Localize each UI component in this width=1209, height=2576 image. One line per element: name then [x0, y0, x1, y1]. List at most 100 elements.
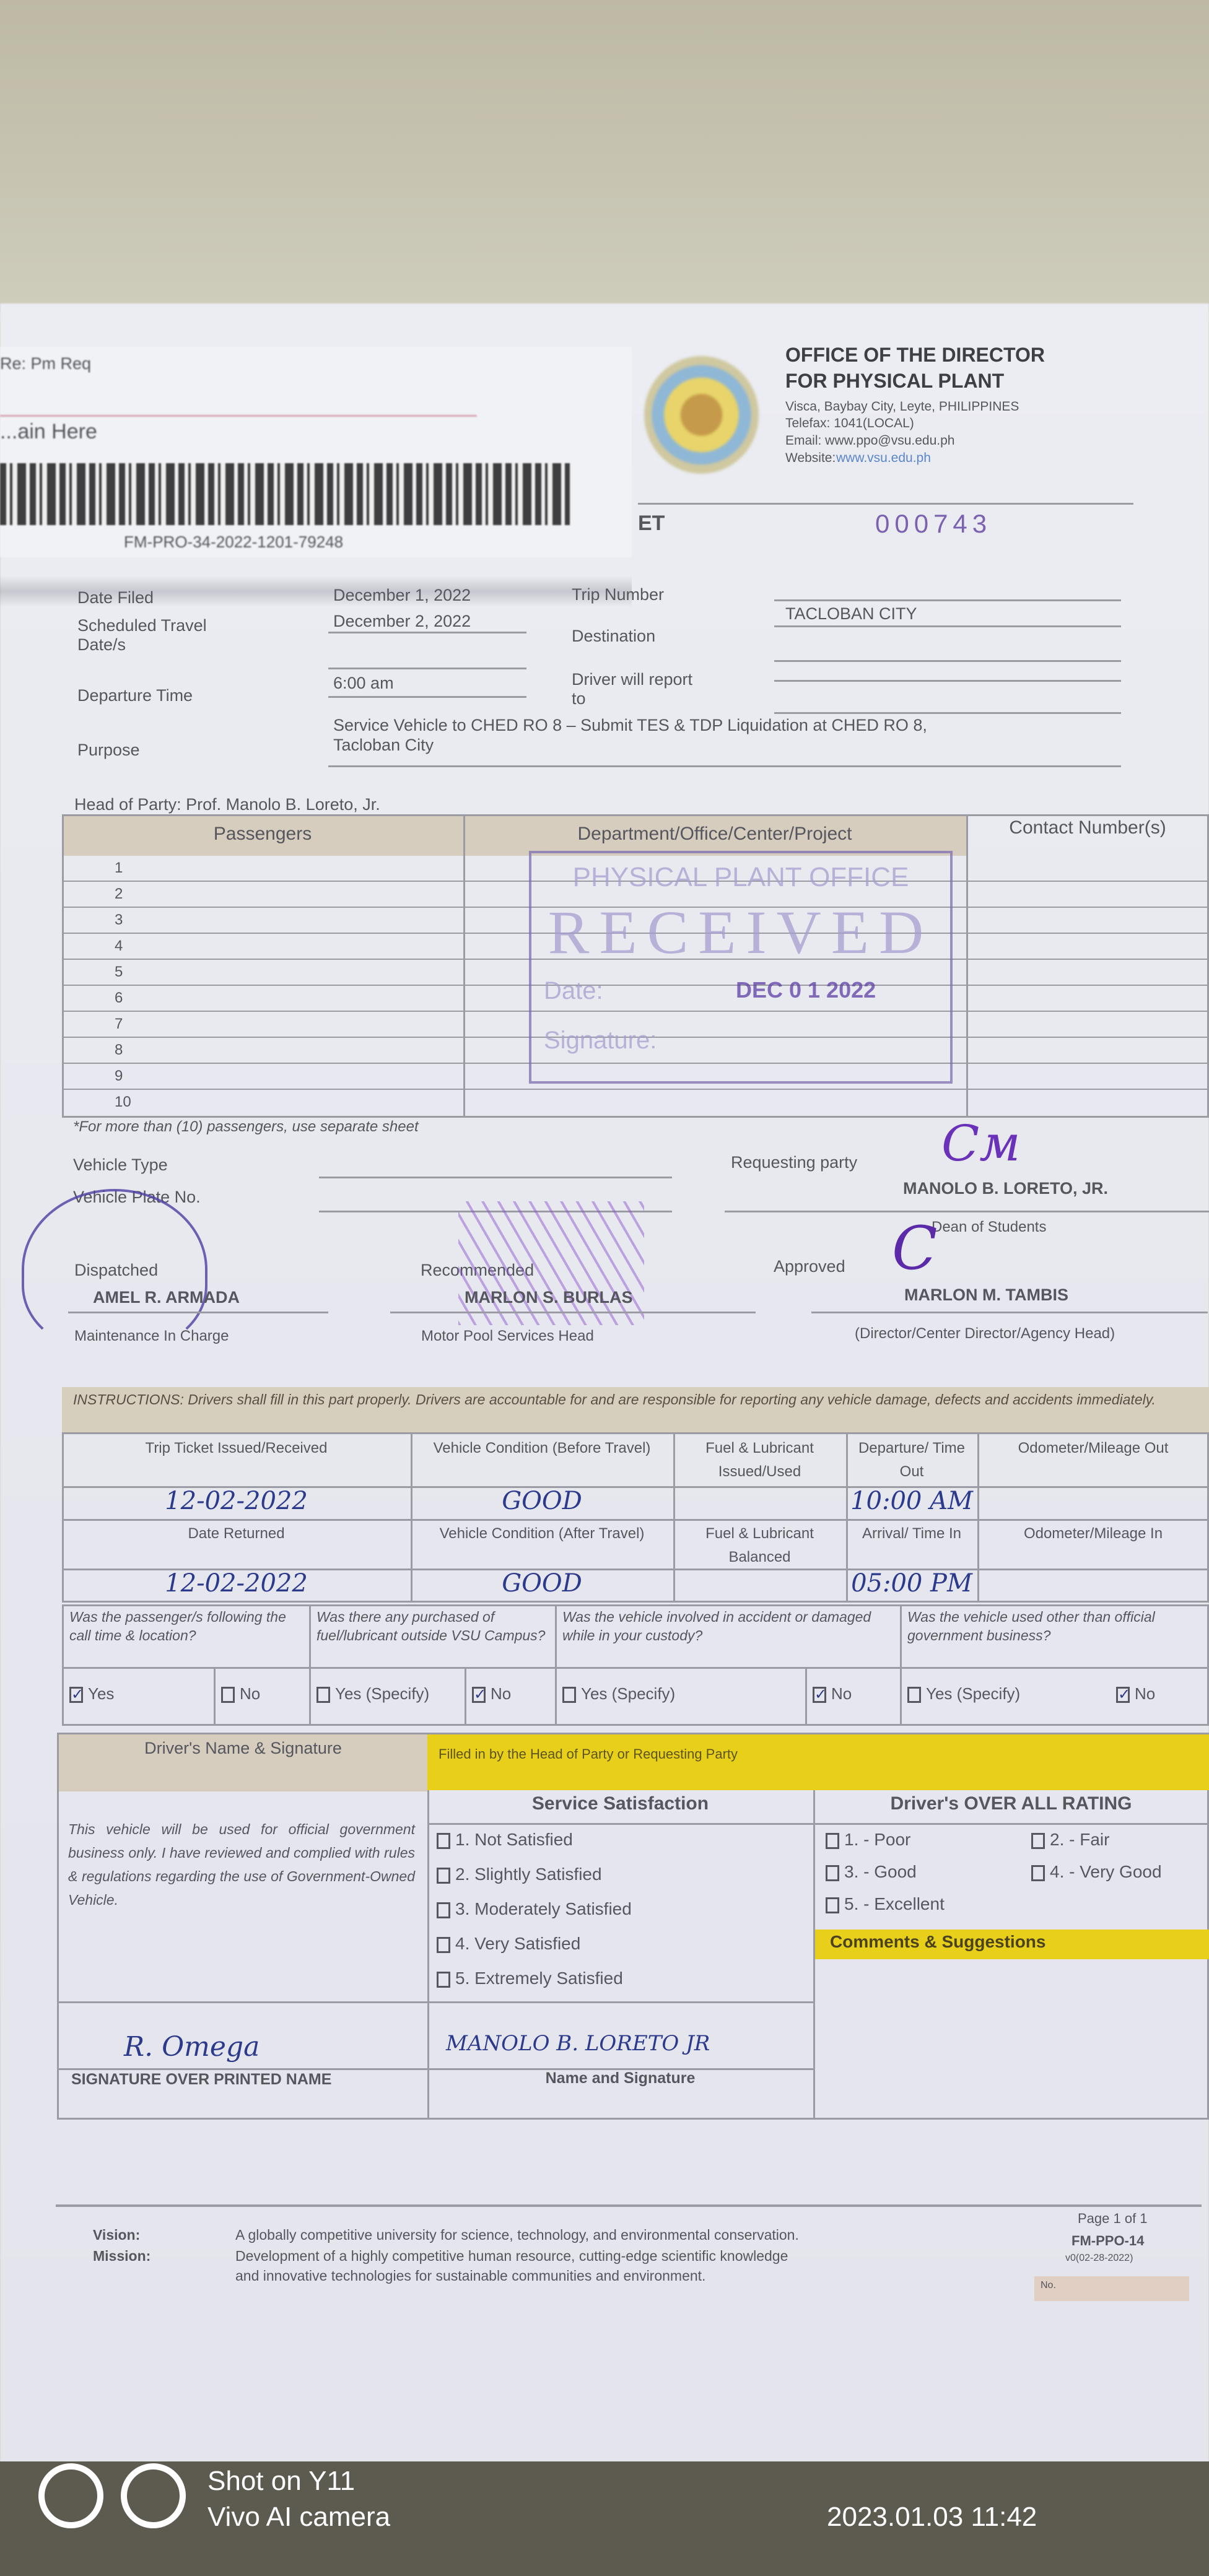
- trip-h2-cell: Odometer/Mileage In: [1023, 1525, 1163, 1542]
- option-label: 3. Moderately Satisfied: [455, 1899, 632, 1918]
- checkbox[interactable]: [826, 1832, 839, 1849]
- checkbox[interactable]: [826, 1897, 839, 1913]
- row-line: [62, 1519, 1209, 1521]
- option-label: 5. Extremely Satisfied: [455, 1969, 623, 1988]
- passenger-row-number: 9: [115, 1068, 123, 1084]
- camera-logo-icon: [38, 2463, 103, 2528]
- satisfaction-option[interactable]: 4. Very Satisfied: [437, 1934, 580, 1954]
- form-title-fragment: ET: [638, 511, 665, 535]
- watermark-line-1: Shot on Y11: [207, 2466, 356, 2496]
- passenger-row-number: 2: [115, 886, 123, 902]
- answer-option[interactable]: Yes (Specify): [316, 1684, 429, 1704]
- answer-option[interactable]: ✓ No: [1116, 1684, 1155, 1704]
- question-text: Was there any purchased of fuel/lubrican…: [316, 1609, 546, 1643]
- departure-label: Departure Time: [77, 686, 193, 705]
- col-line: [977, 1432, 979, 1603]
- rule: [390, 1312, 756, 1313]
- col-line: [309, 1604, 311, 1726]
- passenger-row-number: 10: [115, 1094, 131, 1110]
- col-line: [411, 1432, 412, 1603]
- rating-option[interactable]: 5. - Excellent: [826, 1894, 945, 1914]
- footer-rule: [56, 2204, 1202, 2207]
- option-label: 4. - Very Good: [1050, 1862, 1162, 1881]
- trip-v1-cell[interactable]: GOOD: [502, 1487, 582, 1515]
- passengers-header-row: [64, 816, 968, 856]
- rule: [811, 1312, 1208, 1313]
- checkbox[interactable]: [1031, 1832, 1045, 1849]
- office-title-1: OFFICE OF THE DIRECTOR: [785, 344, 1045, 366]
- checkbox[interactable]: [562, 1687, 576, 1704]
- sticker-shadow: [0, 576, 632, 607]
- satisfaction-option[interactable]: 2. Slightly Satisfied: [437, 1865, 602, 1884]
- departure-value: 6:00 am: [333, 674, 394, 692]
- passengers-table: [62, 814, 1209, 1118]
- question-text: Was the vehicle involved in accident or …: [562, 1609, 871, 1643]
- checkbox[interactable]: [437, 1936, 450, 1953]
- checkbox[interactable]: [437, 1902, 450, 1918]
- trip-v2-cell[interactable]: 05:00 PM: [851, 1569, 972, 1598]
- head-signature: MANOLO B. LORETO JR: [446, 2031, 710, 2056]
- checkbox[interactable]: [437, 1971, 450, 1988]
- passenger-row-line: [62, 1063, 1209, 1064]
- checkbox[interactable]: [221, 1687, 235, 1704]
- trip-v1-cell[interactable]: 10:00 AM: [850, 1487, 973, 1515]
- rule: [774, 660, 1121, 662]
- checkbox[interactable]: [907, 1687, 921, 1704]
- satisfaction-title: Service Satisfaction: [531, 1793, 709, 1814]
- trip-h2-cell: Date Returned: [188, 1525, 285, 1542]
- passenger-row-number: 6: [115, 990, 123, 1006]
- option-label: 3. - Good: [844, 1862, 917, 1881]
- rating-option[interactable]: 4. - Very Good: [1031, 1862, 1162, 1882]
- office-website[interactable]: www.vsu.edu.ph: [836, 451, 931, 465]
- trip-table: [62, 1432, 1209, 1603]
- trip-v1-cell[interactable]: 12-02-2022: [165, 1487, 308, 1515]
- col-line: [805, 1667, 807, 1726]
- passenger-row-line: [62, 881, 1209, 882]
- trip-h2-cell: Fuel & Lubricant Balanced: [705, 1525, 814, 1565]
- answer-option[interactable]: ✓ No: [472, 1684, 511, 1704]
- satisfaction-option[interactable]: 3. Moderately Satisfied: [437, 1899, 632, 1919]
- checkbox[interactable]: [437, 1832, 450, 1849]
- instructions-text: INSTRUCTIONS: Drivers shall fill in this…: [73, 1391, 1156, 1408]
- vehicle-type-label: Vehicle Type: [73, 1155, 168, 1174]
- checkbox[interactable]: [1031, 1865, 1045, 1881]
- office-email: Email: www.ppo@vsu.edu.ph: [785, 433, 955, 448]
- answer-option[interactable]: ✓ No: [813, 1684, 852, 1704]
- rating-option[interactable]: 1. - Poor: [826, 1830, 910, 1850]
- checkbox[interactable]: [826, 1865, 839, 1881]
- answer-option[interactable]: No: [221, 1684, 260, 1704]
- trip-v2-cell[interactable]: 12-02-2022: [165, 1569, 308, 1598]
- checkbox[interactable]: [316, 1687, 330, 1704]
- passenger-row-line: [62, 1011, 1209, 1012]
- rating-option[interactable]: 3. - Good: [826, 1862, 917, 1882]
- checkbox-checked[interactable]: ✓: [472, 1687, 486, 1704]
- answer-option[interactable]: Yes (Specify): [562, 1684, 675, 1704]
- answer-label: Yes (Specify): [581, 1684, 676, 1703]
- rule: [68, 1312, 328, 1313]
- office-title-2: FOR PHYSICAL PLANT: [785, 370, 1005, 392]
- option-label: 1. Not Satisfied: [455, 1830, 573, 1849]
- comments-bar: [815, 1930, 1209, 1959]
- university-logo: [644, 356, 759, 474]
- trip-h2-cell: Vehicle Condition (After Travel): [439, 1525, 645, 1542]
- driver-sig-label: SIGNATURE OVER PRINTED NAME: [71, 2071, 332, 2088]
- rule: [774, 680, 1121, 682]
- date-filed-value: December 1, 2022: [333, 586, 471, 604]
- satisfaction-option[interactable]: 1. Not Satisfied: [437, 1830, 573, 1850]
- checkbox-checked[interactable]: ✓: [813, 1687, 827, 1704]
- rating-option[interactable]: 2. - Fair: [1031, 1830, 1109, 1850]
- destination-value: TACLOBAN CITY: [785, 604, 917, 623]
- answer-option[interactable]: ✓ Yes: [69, 1684, 114, 1704]
- stamp-date-label: Date:: [544, 977, 603, 1004]
- checkbox-checked[interactable]: ✓: [1116, 1687, 1130, 1704]
- passenger-row-line: [62, 907, 1209, 908]
- answer-option[interactable]: Yes (Specify): [907, 1684, 1020, 1704]
- satisfaction-option[interactable]: 5. Extremely Satisfied: [437, 1969, 623, 1988]
- checkbox[interactable]: [437, 1867, 450, 1884]
- row-line: [62, 1667, 1209, 1669]
- checkbox-checked[interactable]: ✓: [69, 1687, 84, 1704]
- approved-label: Approved: [774, 1257, 845, 1276]
- questions-table: [62, 1604, 1209, 1726]
- col-line: [465, 1667, 466, 1726]
- trip-v2-cell[interactable]: GOOD: [502, 1569, 582, 1598]
